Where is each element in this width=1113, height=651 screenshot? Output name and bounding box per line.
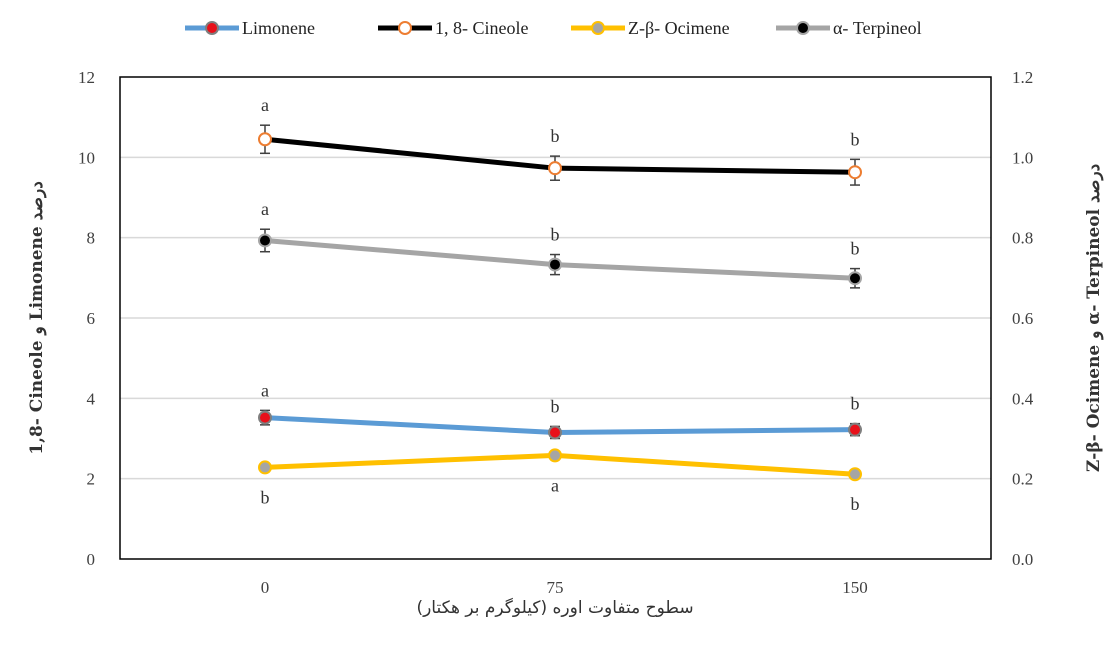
- data-point: [848, 165, 862, 180]
- legend-item: α- Terpineol: [776, 18, 922, 38]
- significance-letter: a: [551, 475, 559, 495]
- legend: Limonene 1, 8- Cineole Z-β- Ocimene α- Terp…: [185, 18, 922, 38]
- y-left-tick-label: 8: [87, 229, 96, 248]
- plot-area-border: [119, 76, 992, 560]
- significance-letter: b: [851, 129, 860, 149]
- y-left-tick-label: 6: [87, 309, 96, 328]
- x-tick-label: 150: [842, 578, 868, 597]
- significance-letter: a: [261, 380, 269, 400]
- x-tick-label: 0: [261, 578, 270, 597]
- legend-marker: [205, 21, 219, 35]
- y-right-tick-label: 1.0: [1012, 148, 1033, 167]
- data-point: [848, 271, 862, 286]
- y-right-tick-label: 0.2: [1012, 470, 1033, 489]
- y-right-tick-label: 0.4: [1012, 389, 1034, 408]
- significance-letter: b: [551, 396, 560, 416]
- y-left-tick-label: 4: [87, 389, 96, 408]
- x-tick-label: 75: [547, 578, 564, 597]
- x-axis-title: سطوح متفاوت اوره (کیلوگرم بر هکتار): [416, 597, 693, 618]
- series-3: a b b: [258, 199, 862, 289]
- legend-label: 1, 8- Cineole: [435, 18, 528, 38]
- y-right-tick-label: 0.6: [1012, 309, 1033, 328]
- y-right-tick-label: 1.2: [1012, 68, 1033, 87]
- left-axis-title: 1,8- Cineole و Limonene درصد: [27, 181, 47, 455]
- significance-letter: b: [551, 126, 560, 146]
- data-point: [548, 425, 562, 440]
- y-left-tick-label: 2: [87, 470, 96, 489]
- right-axis-title: Z-β- Ocimene و α- Terpineol درصد: [1084, 164, 1104, 472]
- significance-letter: b: [851, 239, 860, 259]
- y-left-tick-label: 0: [87, 550, 96, 569]
- x-axis-ticks: 0 75 150: [261, 578, 868, 597]
- data-point: [548, 161, 562, 176]
- legend-marker: [398, 21, 412, 35]
- right-axis-ticks: 0.0 0.2 0.4 0.6 0.8 1.0 1.2: [1012, 68, 1034, 569]
- legend-marker: [591, 21, 605, 35]
- y-left-tick-label: 12: [78, 68, 95, 87]
- data-point: [258, 132, 272, 147]
- series-0: ab b: [258, 380, 862, 440]
- data-point: [258, 460, 272, 475]
- legend-label: α- Terpineol: [833, 18, 922, 38]
- series-layer: a b b b a b a b b a b b: [258, 95, 862, 514]
- data-point: [848, 422, 862, 437]
- series-2: bab: [258, 448, 862, 514]
- y-right-tick-label: 0.8: [1012, 229, 1033, 248]
- data-point: [848, 467, 862, 482]
- significance-letter: b: [851, 494, 860, 514]
- legend-item: Limonene: [185, 18, 315, 38]
- legend-item: Z-β- Ocimene: [571, 18, 730, 38]
- legend-label: Limonene: [242, 18, 315, 38]
- series-1: a b b: [258, 95, 862, 186]
- y-right-tick-label: 0.0: [1012, 550, 1033, 569]
- legend-marker: [796, 21, 810, 35]
- left-axis-ticks: 0 2 4 6 8 10 12: [78, 68, 96, 569]
- significance-letter: b: [261, 487, 270, 507]
- y-left-tick-label: 10: [78, 148, 95, 167]
- legend-item: 1, 8- Cineole: [378, 18, 528, 38]
- significance-letter: b: [551, 225, 560, 245]
- legend-label: Z-β- Ocimene: [628, 18, 730, 38]
- significance-letter: a: [261, 95, 269, 115]
- data-point: [258, 233, 272, 248]
- series-line: [262, 237, 858, 281]
- data-point: [548, 257, 562, 272]
- significance-letter: a: [261, 199, 269, 219]
- significance-letter: b: [851, 394, 860, 414]
- data-point: [548, 448, 562, 463]
- data-point: [258, 410, 272, 425]
